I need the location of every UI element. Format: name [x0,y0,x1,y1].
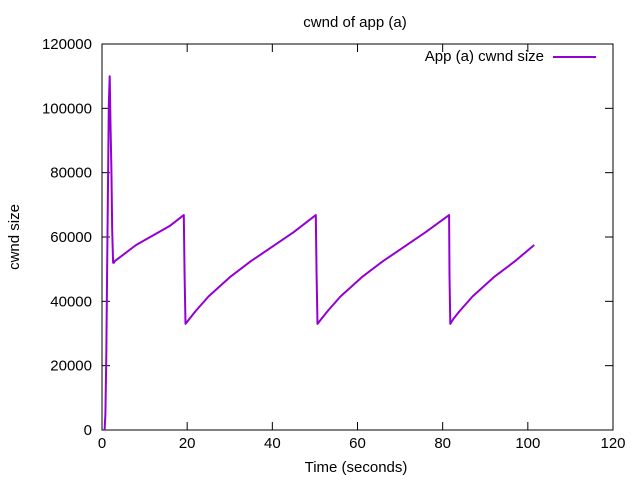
x-tick-label: 0 [98,435,106,452]
legend-label: App (a) cwnd size [425,48,544,65]
x-tick-label: 100 [515,435,540,452]
y-tick-label: 0 [84,422,92,439]
y-tick-label: 20000 [50,358,92,375]
y-tick-label: 120000 [42,36,92,53]
chart-title: cwnd of app (a) [303,14,406,31]
plot-frame [101,43,614,431]
x-tick-label: 80 [434,435,451,452]
legend: App (a) cwnd size [425,48,596,65]
series-line [103,75,535,431]
x-tick-label: 20 [179,435,196,452]
y-tick-label: 40000 [50,293,92,310]
x-tick-label: 40 [264,435,281,452]
y-tick-label: 60000 [50,229,92,246]
y-axis-ticks: 0 20000 40000 60000 80000 100000 120000 [42,36,613,439]
x-axis-label: Time (seconds) [305,459,408,476]
x-tick-label: 120 [600,435,625,452]
y-tick-label: 100000 [42,100,92,117]
y-tick-label: 80000 [50,165,92,182]
x-tick-label: 60 [349,435,366,452]
x-axis-ticks: 0 20 40 60 80 100 120 [98,44,626,452]
series-layer [103,75,535,431]
y-axis-label: cwnd size [6,204,23,270]
